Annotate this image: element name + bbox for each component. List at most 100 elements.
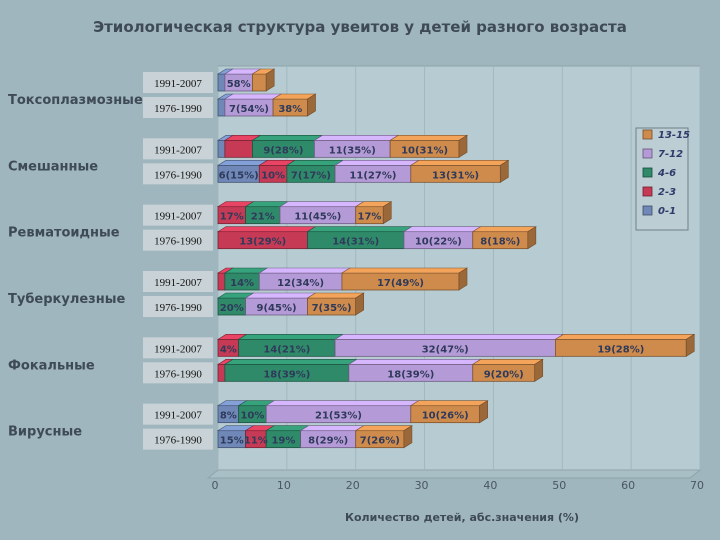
segment-front (217, 272, 226, 291)
bar-segment-0-1 (216, 425, 255, 449)
bar-segment-13-15 (471, 226, 537, 250)
segment-top (306, 226, 413, 232)
segment-top (402, 226, 482, 232)
segment-top (223, 93, 283, 100)
period-label-box (143, 204, 213, 226)
data-label: 8(29%) (308, 436, 348, 447)
segment-top (347, 359, 482, 365)
bar-end-cap (534, 358, 544, 382)
data-label: 17% (358, 212, 382, 223)
period-label: 1976-1990 (154, 169, 202, 181)
legend-label: 4-6 (657, 168, 676, 179)
period-label: 1976-1990 (154, 103, 202, 115)
data-label: 7(54%) (229, 104, 269, 115)
data-label: 58% (227, 79, 251, 90)
period-label: 1976-1990 (154, 236, 202, 248)
bar-segment-13-15 (340, 267, 469, 291)
bar-segment-4-6 (285, 160, 345, 183)
legend-item: 0-1 (642, 205, 676, 217)
period-label: 1991-2007 (154, 211, 202, 223)
category-label: Туберкулезные (8, 292, 125, 307)
data-label: 9(28%) (263, 145, 303, 156)
legend-label: 7-12 (658, 149, 683, 160)
segment-top (334, 160, 420, 166)
period-label: 1976-1990 (154, 435, 202, 447)
legend-swatch (642, 186, 653, 197)
segment-top (237, 334, 345, 340)
data-label: 11(45%) (294, 212, 341, 223)
bar-segment-2-3 (244, 425, 276, 449)
bar-end-cap (355, 292, 365, 316)
data-label: 19(28%) (597, 344, 644, 355)
legend-item: 13-15 (642, 129, 690, 141)
x-tick-label: 30 (415, 479, 429, 492)
period-label-box (143, 138, 213, 160)
bar-end-cap (458, 267, 468, 291)
bar-segment-13-15 (354, 201, 393, 225)
period-label: 1991-2007 (154, 410, 202, 422)
data-label: 19% (271, 436, 295, 447)
segment-top (313, 135, 400, 141)
data-label: 10(26%) (422, 411, 469, 422)
x-tick-label: 40 (483, 479, 497, 492)
period-label: 1991-2007 (154, 78, 202, 90)
period-label-box (143, 362, 213, 384)
bar-segment-13-15 (354, 425, 413, 449)
data-label: 4% (220, 344, 237, 355)
x-axis-label: Количество детей, абс.значения (%) (345, 511, 579, 524)
bar-end-cap (382, 201, 392, 225)
period-label-box (143, 271, 213, 292)
bar-end-cap (685, 333, 695, 357)
x-tick-label: 10 (277, 479, 291, 492)
bar-segment-4-6 (216, 292, 255, 316)
bar-end-cap (479, 400, 488, 424)
legend-swatch (642, 129, 653, 140)
category-label: Токсоплазмозные (8, 93, 143, 108)
bar-segment-7-12 (334, 160, 420, 183)
data-label: 9(20%) (484, 369, 524, 380)
segment-top (389, 135, 469, 141)
period-label: 1991-2007 (154, 343, 202, 355)
data-label: 11(27%) (349, 170, 396, 181)
segment-top (223, 359, 358, 365)
chart-title: Этиологическая структура увеитов у детей… (93, 18, 627, 36)
data-label: 15% (220, 436, 244, 447)
data-label: 17% (220, 212, 244, 223)
period-label-box (143, 337, 213, 359)
segment-top (409, 160, 510, 166)
data-label: 13(29%) (239, 237, 286, 248)
bar-segment-7-12 (313, 135, 400, 158)
segment-top (409, 400, 489, 406)
legend-swatch (642, 167, 653, 178)
period-label: 1991-2007 (154, 277, 202, 289)
bar-segment-2-3 (216, 334, 248, 357)
segment-top (265, 400, 420, 406)
segment-top (554, 334, 696, 340)
bar-end-cap (527, 226, 537, 250)
bar-segment-0-1 (216, 400, 248, 424)
bar-segment-13-15 (306, 292, 365, 316)
data-label: 8(18%) (480, 237, 520, 248)
period-label-box (143, 403, 213, 425)
data-label: 8% (220, 411, 237, 422)
segment-front (217, 363, 226, 382)
bar-end-cap (403, 425, 413, 449)
data-label: 10% (240, 411, 264, 422)
period-label-box (143, 428, 213, 450)
data-label: 18(39%) (387, 369, 434, 380)
bar-end-cap (265, 68, 275, 92)
legend-label: 13-15 (658, 130, 690, 141)
category-label: Фокальные (8, 358, 95, 373)
segment-top (244, 292, 317, 299)
data-label: 21(53%) (315, 411, 362, 422)
bar-end-cap (458, 134, 468, 158)
period-label: 1976-1990 (154, 302, 202, 314)
data-label: 10% (261, 170, 285, 181)
data-label: 18(39%) (263, 369, 310, 380)
data-label: 6(15%) (219, 170, 259, 181)
bar-segment-4-6 (223, 359, 358, 382)
bar-segment-2-3 (216, 226, 317, 250)
data-label: 20% (220, 303, 244, 314)
segment-top (216, 160, 269, 166)
legend-item: 7-12 (642, 148, 683, 160)
